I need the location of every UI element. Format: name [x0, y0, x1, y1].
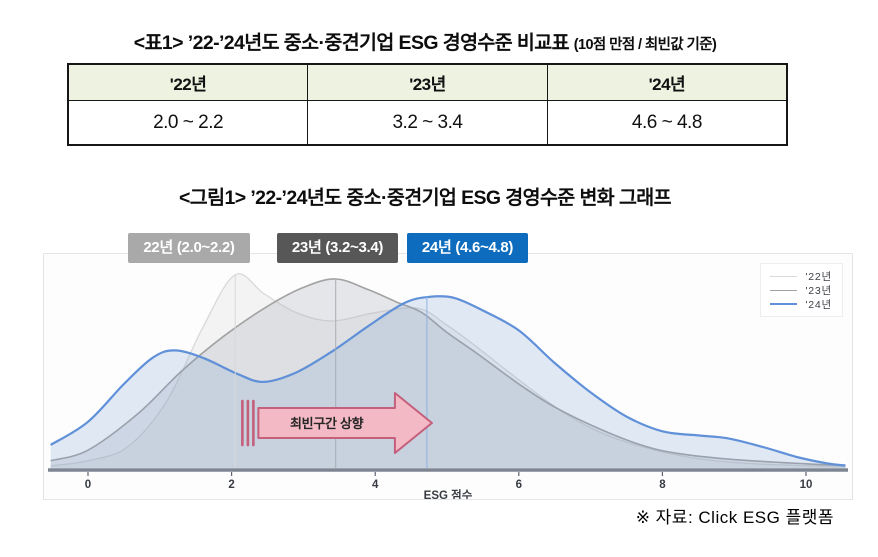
kde-area: [50, 296, 846, 468]
table-title-main: <표1> ’22-’24년도 중소·중견기업 ESG 경영수준 비교표: [133, 32, 574, 54]
badge-2023: 23년 (3.2~3.4): [277, 233, 398, 263]
legend-label-2024: '24년: [805, 298, 832, 311]
legend-swatch-2022: [770, 275, 798, 277]
header-year-2024: '24년: [546, 63, 788, 101]
kde-line: [50, 278, 846, 467]
legend-label-2023: '23년: [805, 284, 832, 297]
mode-shift-arrow: [257, 392, 433, 454]
density-chart-panel: 최빈구간 상향 0 2 4 6 8 10 ESG 점수 '22년 '23년 '24년: [43, 253, 853, 500]
kde-line: [50, 273, 846, 468]
kde-area: [50, 278, 846, 468]
source-note: ※ 자료: Click ESG 플랫폼: [635, 508, 834, 527]
legend-item-2024: '24년: [770, 297, 832, 311]
esg-comparison-table: '22년 '23년 '24년 2.0 ~ 2.2 3.2 ~ 3.4 4.6 ~…: [67, 63, 788, 146]
x-tick-label: 2: [228, 479, 234, 491]
legend-label-2022: '22년: [805, 270, 832, 283]
kde-line: [50, 295, 846, 467]
x-axis-title: ESG 점수: [424, 488, 473, 499]
value-2023: 3.2 ~ 3.4: [307, 100, 548, 146]
x-tick-label: 6: [516, 479, 522, 491]
value-2024: 4.6 ~ 4.8: [546, 100, 788, 146]
figure-title: <그림1> ’22-’24년도 중소·중견기업 ESG 경영수준 변화 그래프: [179, 187, 672, 209]
x-tick-label: 8: [659, 479, 666, 491]
legend-item-2023: '23년: [770, 283, 832, 297]
kde-chart: 최빈구간 상향 0 2 4 6 8 10 ESG 점수: [48, 273, 848, 499]
kde-area: [50, 273, 846, 468]
arrow-label: 최빈구간 상향: [290, 416, 364, 431]
header-year-2023: '23년: [307, 63, 548, 101]
table-value-row: 2.0 ~ 2.2 3.2 ~ 3.4 4.6 ~ 4.8: [67, 100, 788, 146]
header-year-2022: '22년: [67, 63, 309, 101]
table-title-sub: (10점 만점 / 최빈값 기준): [573, 37, 717, 53]
value-2022: 2.0 ~ 2.2: [67, 100, 309, 146]
badge-2022: 22년 (2.0~2.2): [128, 233, 250, 263]
badge-2024: 24년 (4.6~4.8): [407, 233, 528, 263]
legend-item-2022: '22년: [770, 269, 832, 283]
x-tick-label: 0: [85, 479, 91, 491]
legend-swatch-2023: [770, 289, 798, 291]
table-title: <표1> ’22-’24년도 중소·중견기업 ESG 경영수준 비교표 (10점…: [0, 26, 864, 55]
table-header-row: '22년 '23년 '24년: [67, 63, 788, 101]
x-tick-label: 10: [800, 479, 813, 491]
chart-legend: '22년 '23년 '24년: [760, 263, 843, 317]
legend-swatch-2024: [770, 303, 798, 305]
x-tick-label: 4: [372, 479, 379, 491]
